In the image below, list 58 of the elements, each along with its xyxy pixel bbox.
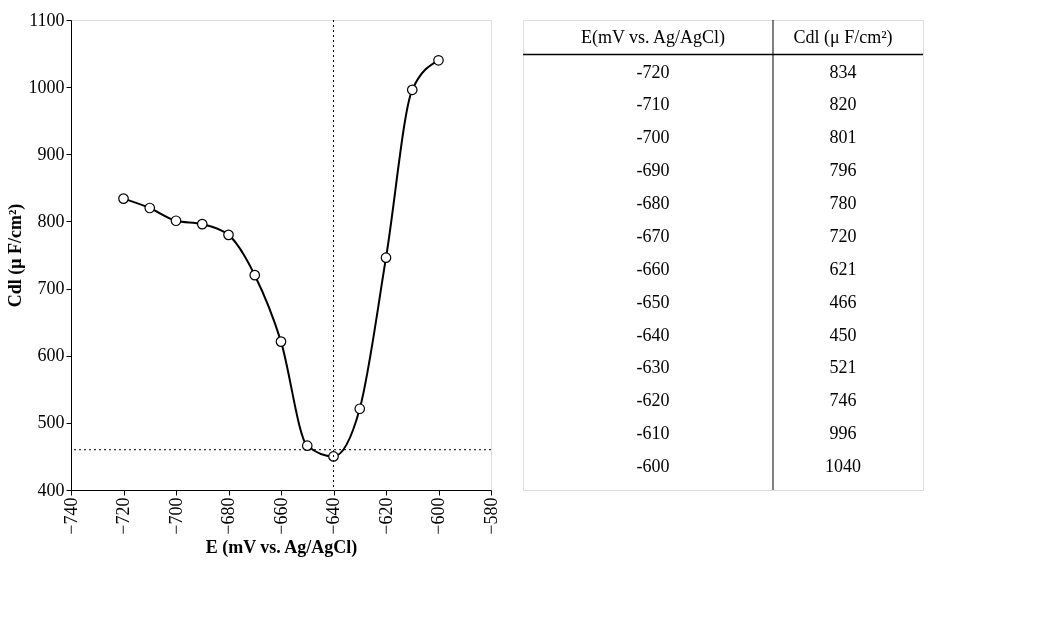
- point: [406, 84, 418, 96]
- y-tick-label: -660: [636, 258, 670, 279]
- x-axis-title: E (mV vs. Ag/AgCl): [205, 536, 358, 558]
- data-label: 796: [829, 160, 857, 181]
- data-label: 621: [829, 258, 857, 279]
- data-label: 820: [829, 94, 857, 115]
- data-label: 780: [829, 193, 857, 214]
- y-tick-label: -620: [636, 390, 670, 411]
- data-label: 746: [829, 390, 857, 411]
- point: [433, 54, 444, 66]
- y-tick-label: 500: [37, 412, 65, 433]
- x-tick-label: −740: [60, 497, 81, 535]
- x-tick-label: −580: [480, 497, 501, 535]
- point: [275, 336, 287, 347]
- x-tick-label: −640: [323, 497, 343, 535]
- y-axis-title: E(mV vs. Ag/AgCl): [580, 27, 726, 49]
- x-tick-label: −700: [165, 497, 186, 535]
- point: [118, 193, 129, 204]
- y-tick-label: -670: [636, 225, 670, 246]
- data-label: 521: [829, 357, 857, 378]
- data-label: 450: [829, 324, 857, 345]
- y-axis-title: Cdl (μ F/cm²): [4, 203, 26, 308]
- point: [354, 403, 366, 415]
- y-tick-label: 700: [37, 278, 65, 299]
- point: [223, 229, 234, 241]
- point: [249, 269, 261, 281]
- point: [196, 218, 208, 230]
- x-tick-label: −720: [113, 497, 133, 535]
- data-label: 720: [829, 225, 857, 246]
- y-tick-label: 400: [37, 479, 65, 500]
- x-tick-label: −620: [375, 497, 396, 535]
- x-tick-label: −660: [270, 497, 291, 535]
- y-tick-label: -700: [636, 127, 670, 148]
- point: [301, 440, 313, 452]
- x-tick-label: −680: [218, 497, 238, 535]
- y-tick-label: -610: [636, 423, 670, 444]
- x-tick-label: −600: [428, 497, 448, 535]
- y-tick-label: 1000: [28, 76, 65, 97]
- point: [380, 252, 392, 264]
- y-tick-label: -720: [636, 61, 670, 82]
- y-tick-label: 1100: [29, 9, 65, 30]
- point: [170, 215, 182, 227]
- y-tick-label: -710: [636, 94, 670, 115]
- data-label: 466: [829, 291, 857, 312]
- y-tick-label: -630: [636, 357, 670, 378]
- point: [144, 202, 156, 214]
- y-tick-label: -650: [636, 291, 670, 312]
- y-tick-label: 900: [37, 143, 65, 164]
- y-tick-label: -640: [636, 324, 670, 345]
- y-tick-label: 600: [37, 345, 65, 366]
- data-label: 801: [829, 127, 857, 148]
- data-label: 1040: [825, 455, 861, 476]
- y-tick-label: 800: [37, 210, 65, 231]
- y-tick-label: -680: [636, 193, 670, 214]
- y-tick-label: -600: [636, 455, 670, 476]
- data-label: 996: [829, 423, 857, 444]
- data-label: 834: [829, 61, 857, 82]
- y-tick-label: -690: [636, 160, 670, 181]
